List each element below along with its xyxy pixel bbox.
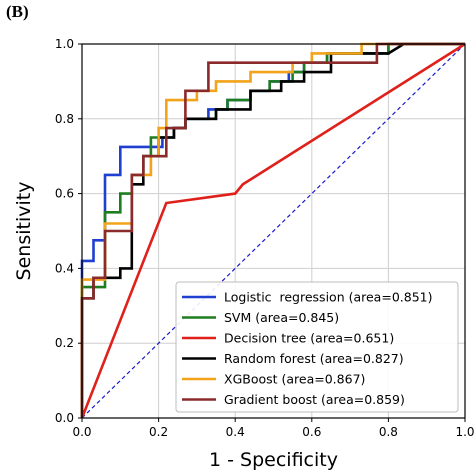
legend-label-6: Gradient boost (area=0.859)	[224, 392, 405, 407]
y-axis-label: Sensitivity	[13, 182, 35, 281]
legend-label-4: Random forest (area=0.827)	[224, 351, 404, 366]
series-line-6	[80, 42, 465, 418]
y-tick-label: 0.2	[55, 336, 74, 350]
x-axis-label: 1 - Specificity	[209, 449, 338, 471]
y-tick-label: 0.0	[55, 411, 74, 425]
legend-label-5: XGBoost (area=0.867)	[224, 372, 365, 387]
x-tick-label: 0.2	[149, 425, 168, 439]
legend: Logistic regression (area=0.851) SVM (are…	[175, 281, 459, 413]
diagonal-reference	[81, 43, 466, 419]
chance-line	[81, 43, 466, 419]
series-line-3	[80, 42, 466, 419]
x-tick-label: 0.0	[72, 425, 91, 439]
y-tick-label: 0.4	[55, 261, 74, 275]
legend-label-1: Logistic regression (area=0.851)	[224, 290, 432, 305]
x-ticks: 0.0 0.2 0.4 0.6 0.8 1.0	[72, 418, 474, 439]
roc-series	[80, 42, 466, 419]
panel-label: (B)	[6, 2, 29, 21]
y-tick-label: 0.8	[55, 112, 74, 126]
y-ticks: 0.0 0.2 0.4 0.6 0.8 1.0	[55, 37, 82, 425]
plot-frame	[81, 43, 466, 419]
legend-label-2: SVM (area=0.845)	[224, 310, 339, 325]
x-tick-label: 0.6	[302, 425, 321, 439]
legend-box	[175, 281, 459, 413]
y-tick-label: 1.0	[55, 37, 74, 51]
y-tick-label: 0.6	[55, 187, 74, 201]
legend-label-3: Decision tree (area=0.651)	[224, 331, 394, 346]
x-tick-label: 0.4	[226, 425, 245, 439]
x-tick-label: 1.0	[455, 425, 474, 439]
x-tick-label: 0.8	[379, 425, 398, 439]
